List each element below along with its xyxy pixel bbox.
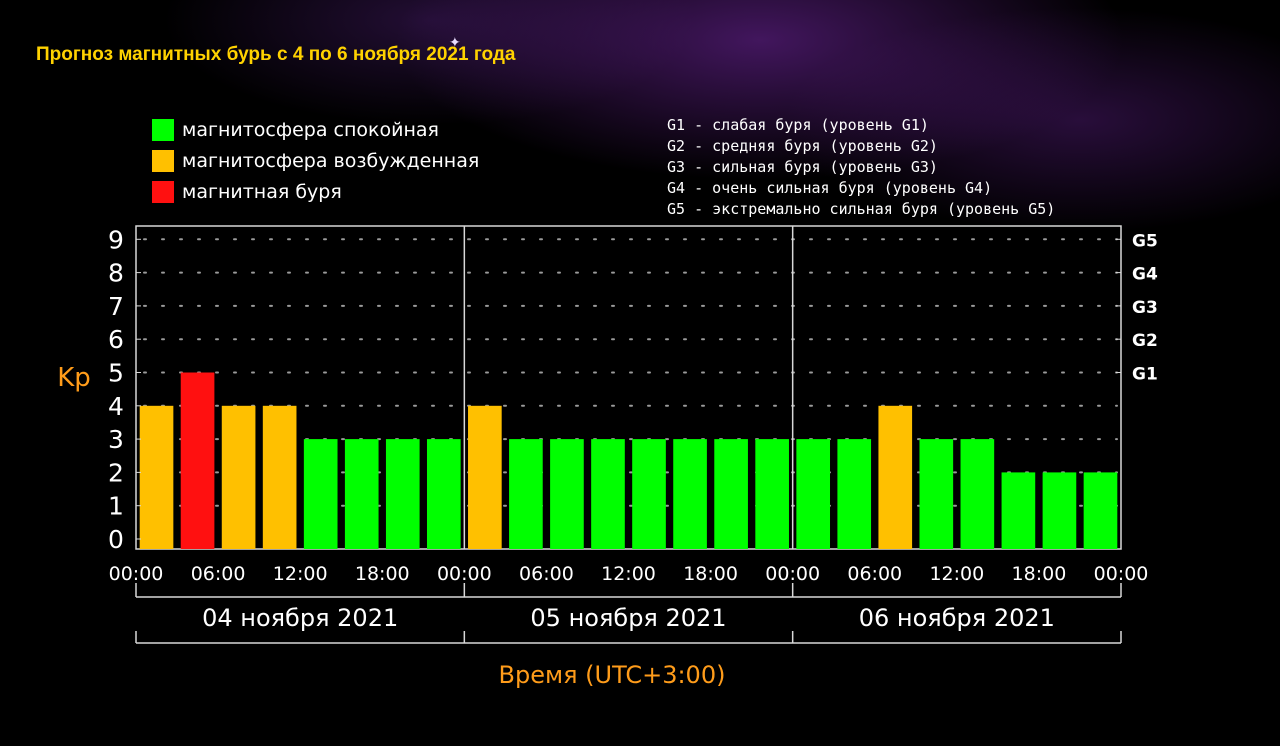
g-level-label: G3 <box>1132 298 1158 318</box>
g-legend-item: G3 - сильная буря (уровень G3) <box>667 158 938 176</box>
x-tick-label: 18:00 <box>683 563 738 585</box>
day-label: 04 ноября 2021 <box>202 604 398 632</box>
kp-bar <box>673 439 707 549</box>
y-axis-label: Kp <box>57 363 91 393</box>
kp-bar <box>139 405 174 549</box>
kp-bar <box>550 439 584 549</box>
x-tick-label: 06:00 <box>519 563 574 585</box>
g-legend-item: G1 - слабая буря (уровень G1) <box>667 116 929 134</box>
kp-bar <box>796 439 831 549</box>
g-level-legend: G1 - слабая буря (уровень G1) G2 - средн… <box>667 115 1055 220</box>
kp-bar <box>262 405 297 549</box>
legend-label-calm: магнитосфера спокойная <box>182 118 439 141</box>
y-tick-label: 9 <box>108 225 124 254</box>
kp-bar <box>1083 472 1118 549</box>
y-tick-label: 0 <box>108 525 124 554</box>
x-tick-label: 00:00 <box>437 563 492 585</box>
y-tick-label: 1 <box>108 492 124 521</box>
kp-bar <box>426 439 461 549</box>
kp-bar <box>591 439 625 549</box>
x-axis-label: Время (UTC+3:00) <box>499 661 726 689</box>
x-tick-label: 18:00 <box>355 563 410 585</box>
kp-bar <box>919 439 954 549</box>
y-tick-label: 2 <box>108 458 124 487</box>
x-tick-label: 06:00 <box>191 563 246 585</box>
kp-bar <box>1001 472 1036 549</box>
y-tick-label: 7 <box>108 292 124 321</box>
x-tick-label: 00:00 <box>1094 563 1149 585</box>
y-tick-label: 6 <box>108 325 124 354</box>
kp-bar <box>468 405 502 549</box>
legend-swatch-excited <box>152 149 174 172</box>
g-level-label: G1 <box>1132 365 1158 385</box>
star-icon: ✦ <box>449 35 461 51</box>
legend-swatch-storm <box>152 180 174 203</box>
x-tick-label: 18:00 <box>1012 563 1067 585</box>
x-tick-label: 12:00 <box>273 563 328 585</box>
kp-bar <box>960 439 995 549</box>
x-tick-label: 12:00 <box>601 563 656 585</box>
kp-bar <box>837 439 872 549</box>
legend-item-calm: магнитосфера спокойная <box>152 114 479 145</box>
kp-bar <box>221 405 256 549</box>
y-tick-label: 3 <box>108 425 124 454</box>
x-tick-label: 00:00 <box>109 563 164 585</box>
legend-item-storm: магнитная буря <box>152 176 479 207</box>
legend-label-storm: магнитная буря <box>182 180 342 203</box>
x-tick-label: 12:00 <box>929 563 984 585</box>
kp-bar <box>180 372 215 549</box>
g-legend-item: G4 - очень сильная буря (уровень G4) <box>667 179 993 197</box>
g-level-label: G4 <box>1132 265 1158 285</box>
plot-frame <box>135 225 1122 550</box>
color-legend: магнитосфера спокойная магнитосфера возб… <box>152 114 479 207</box>
legend-label-excited: магнитосфера возбужденная <box>182 149 480 172</box>
kp-bar <box>509 439 543 549</box>
kp-bar <box>714 439 748 549</box>
kp-bar <box>632 439 666 549</box>
day-label: 05 ноября 2021 <box>530 604 726 632</box>
kp-bar <box>344 439 379 549</box>
x-tick-label: 00:00 <box>765 563 820 585</box>
g-level-label: G5 <box>1132 231 1158 251</box>
g-legend-item: G5 - экстремально сильная буря (уровень … <box>667 200 1056 218</box>
y-tick-label: 8 <box>108 259 124 288</box>
kp-bar <box>878 405 913 549</box>
x-tick-label: 06:00 <box>847 563 902 585</box>
chart-title: Прогноз магнитных бурь с 4 по 6 ноября 2… <box>36 44 516 65</box>
day-label: 06 ноября 2021 <box>859 604 1055 632</box>
g-level-label: G2 <box>1132 331 1158 351</box>
y-tick-label: 5 <box>108 359 124 388</box>
legend-item-excited: магнитосфера возбужденная <box>152 145 479 176</box>
kp-bar <box>755 439 789 549</box>
g-legend-item: G2 - средняя буря (уровень G2) <box>667 137 938 155</box>
legend-swatch-calm <box>152 118 174 141</box>
kp-bar <box>385 439 420 549</box>
kp-bar <box>303 439 338 549</box>
y-tick-label: 4 <box>108 392 124 421</box>
kp-bar <box>1042 472 1077 549</box>
